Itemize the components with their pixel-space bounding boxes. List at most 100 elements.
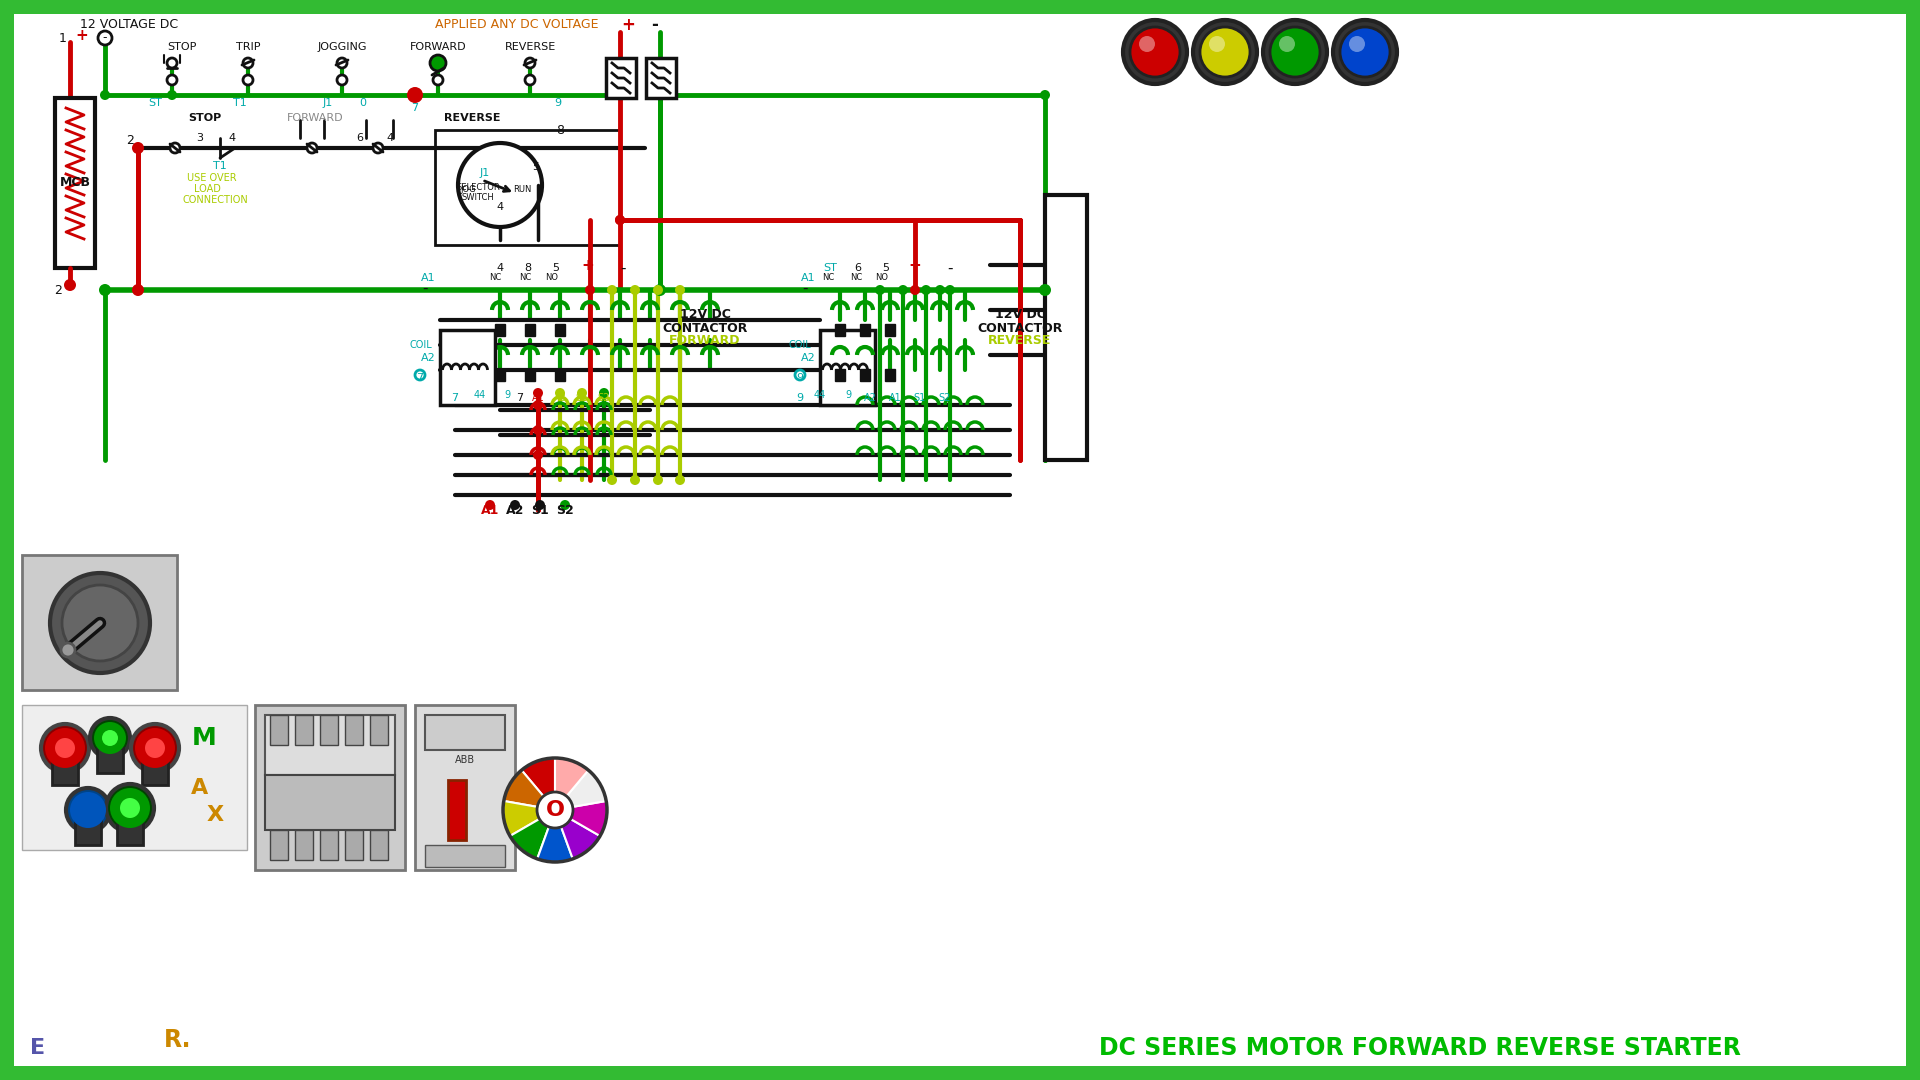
Text: X: X: [207, 805, 223, 825]
Text: S1: S1: [576, 393, 588, 403]
Circle shape: [1192, 21, 1258, 84]
Circle shape: [795, 370, 804, 380]
Circle shape: [1123, 21, 1187, 84]
Bar: [424, 845, 505, 867]
Circle shape: [1269, 27, 1321, 77]
Circle shape: [407, 87, 422, 103]
Circle shape: [534, 426, 543, 435]
Text: 4: 4: [497, 202, 503, 212]
Bar: [296, 831, 313, 860]
Text: 8: 8: [524, 264, 532, 273]
Bar: [440, 330, 495, 405]
Wedge shape: [555, 758, 588, 810]
Bar: [271, 831, 288, 860]
Circle shape: [676, 475, 685, 485]
Bar: [117, 820, 142, 845]
Text: S2: S2: [557, 503, 574, 516]
Text: DC SERIES MOTOR FORWARD REVERSE STARTER: DC SERIES MOTOR FORWARD REVERSE STARTER: [1098, 1036, 1741, 1059]
Text: 12 VOLTAGE DC: 12 VOLTAGE DC: [81, 18, 179, 31]
Text: 5: 5: [883, 264, 889, 273]
Text: RUN: RUN: [513, 186, 532, 194]
Text: CONTACTOR: CONTACTOR: [662, 322, 747, 335]
Text: S1: S1: [532, 503, 549, 516]
Text: 5: 5: [532, 162, 540, 172]
Text: S2: S2: [939, 393, 950, 403]
Text: NC: NC: [490, 273, 501, 283]
Circle shape: [244, 58, 253, 68]
Text: 5: 5: [553, 264, 559, 273]
Text: +: +: [620, 16, 636, 33]
Bar: [75, 820, 102, 845]
Circle shape: [578, 388, 588, 399]
Text: -: -: [620, 260, 626, 275]
Text: A: A: [192, 778, 209, 798]
Circle shape: [100, 90, 109, 100]
Text: 4: 4: [228, 133, 236, 143]
Text: -: -: [104, 31, 108, 44]
Circle shape: [555, 388, 564, 399]
Text: 44: 44: [474, 390, 486, 400]
Text: T1: T1: [213, 161, 227, 171]
Bar: [860, 369, 870, 381]
Circle shape: [459, 143, 541, 227]
Circle shape: [98, 31, 111, 45]
Text: 12V DC: 12V DC: [680, 309, 730, 322]
Circle shape: [119, 798, 140, 818]
Bar: [56, 98, 94, 268]
Text: 7: 7: [417, 373, 424, 383]
Bar: [21, 555, 177, 690]
Bar: [447, 780, 467, 840]
Text: A1: A1: [889, 393, 900, 403]
Wedge shape: [503, 770, 555, 810]
Text: T1: T1: [232, 98, 248, 108]
Circle shape: [244, 75, 253, 85]
Bar: [415, 705, 515, 870]
Text: SWITCH: SWITCH: [461, 192, 493, 202]
Bar: [346, 831, 363, 860]
Circle shape: [132, 141, 144, 154]
Circle shape: [1131, 27, 1181, 77]
Bar: [495, 324, 505, 336]
Circle shape: [146, 738, 165, 758]
Text: A2: A2: [801, 353, 816, 363]
Circle shape: [534, 450, 543, 460]
Bar: [321, 715, 338, 745]
Circle shape: [1210, 36, 1225, 52]
Text: S1: S1: [914, 393, 925, 403]
Text: S2: S2: [597, 393, 611, 403]
Text: 7: 7: [451, 393, 459, 403]
Circle shape: [1041, 90, 1050, 100]
Circle shape: [1332, 21, 1398, 84]
Circle shape: [676, 285, 685, 295]
Circle shape: [538, 792, 572, 828]
Bar: [885, 324, 895, 336]
Circle shape: [372, 143, 382, 153]
Wedge shape: [555, 770, 607, 810]
Circle shape: [63, 279, 77, 291]
Wedge shape: [555, 801, 607, 836]
Bar: [820, 330, 876, 405]
Circle shape: [486, 500, 495, 510]
Text: 8: 8: [557, 123, 564, 136]
Text: -: -: [947, 260, 952, 275]
Bar: [885, 369, 895, 381]
Text: R.: R.: [165, 1028, 192, 1052]
Bar: [607, 58, 636, 98]
Text: NC: NC: [851, 273, 862, 283]
Circle shape: [599, 388, 609, 399]
Circle shape: [100, 284, 111, 296]
Text: E: E: [31, 1038, 46, 1058]
Text: NC: NC: [518, 273, 532, 283]
Text: NO: NO: [545, 273, 559, 283]
Circle shape: [630, 285, 639, 295]
Circle shape: [434, 75, 444, 85]
Text: 2: 2: [54, 283, 61, 297]
Bar: [142, 760, 169, 785]
Circle shape: [614, 215, 626, 225]
Text: ABB: ABB: [455, 755, 474, 765]
Bar: [555, 324, 564, 336]
Circle shape: [50, 573, 150, 673]
Circle shape: [94, 723, 127, 754]
Bar: [321, 831, 338, 860]
Text: A1: A1: [801, 273, 816, 283]
